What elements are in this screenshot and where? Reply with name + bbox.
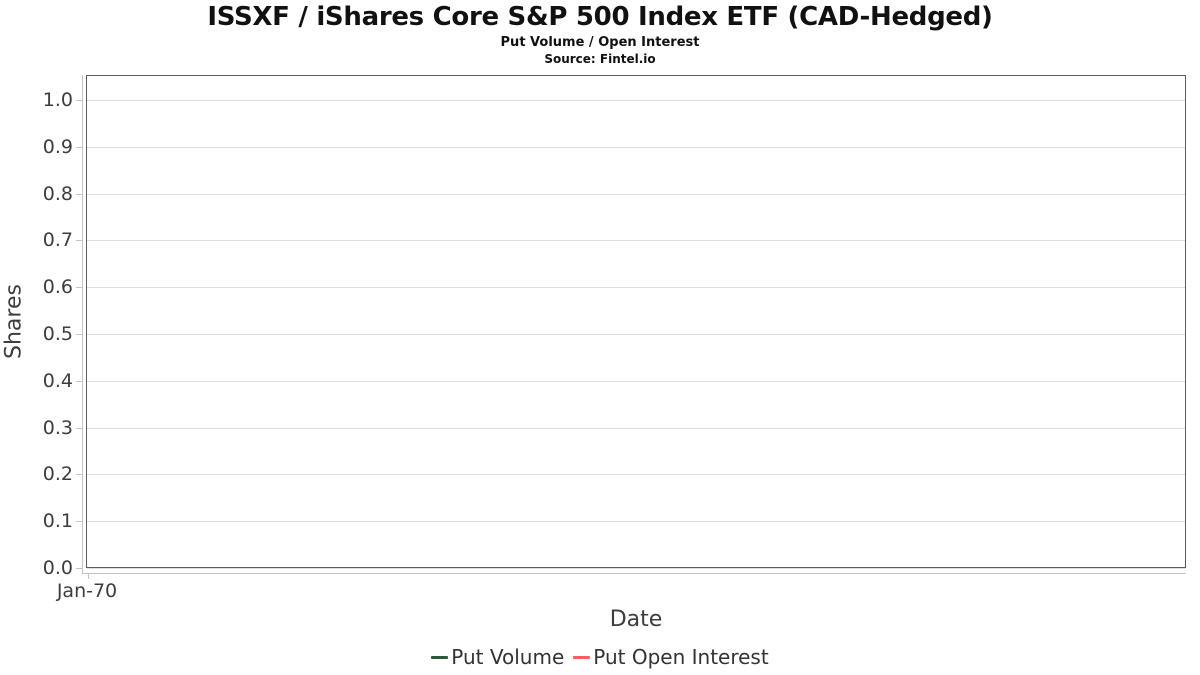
- y-axis-tick-label: 0.7: [42, 229, 73, 251]
- y-axis-tick-label: 0.3: [42, 417, 73, 439]
- gridline: [87, 568, 1185, 569]
- x-axis-tick: [88, 573, 89, 579]
- legend-item-put-open-interest[interactable]: Put Open Interest: [573, 645, 769, 669]
- gridline: [87, 381, 1185, 382]
- legend-item-put-volume[interactable]: Put Volume: [431, 645, 564, 669]
- legend-line-marker: [431, 655, 449, 659]
- x-axis-title: Date: [609, 607, 663, 632]
- legend-line-marker: [573, 655, 591, 659]
- y-axis-tick-label: 0.5: [42, 323, 73, 345]
- gridline: [87, 194, 1185, 195]
- y-axis-tick-label: 0.1: [42, 510, 73, 532]
- y-axis-line: [82, 75, 83, 574]
- plot-area: [86, 75, 1186, 569]
- chart-source: Source: Fintel.io: [544, 52, 656, 66]
- gridline: [87, 334, 1185, 335]
- y-axis-title: Shares: [1, 284, 27, 359]
- x-axis-line: [82, 573, 1186, 574]
- y-axis-tick-label: 0.9: [42, 136, 73, 158]
- gridline: [87, 428, 1185, 429]
- legend-label: Put Volume: [451, 645, 565, 669]
- y-axis-tick: [76, 568, 82, 569]
- chart-subtitle: Put Volume / Open Interest: [500, 35, 700, 50]
- y-axis-tick-label: 1.0: [42, 89, 73, 111]
- y-axis-tick: [76, 381, 82, 382]
- x-axis-tick-label: Jan-70: [56, 580, 118, 602]
- chart-title: ISSXF / iShares Core S&P 500 Index ETF (…: [207, 2, 993, 32]
- y-axis-tick: [76, 194, 82, 195]
- y-axis-tick: [76, 100, 82, 101]
- legend-label: Put Open Interest: [593, 645, 769, 669]
- y-axis-tick: [76, 287, 82, 288]
- y-axis-tick-label: 0.6: [42, 276, 73, 298]
- y-axis-tick: [76, 334, 82, 335]
- gridline: [87, 287, 1185, 288]
- y-axis-tick: [76, 240, 82, 241]
- gridline: [87, 147, 1185, 148]
- y-axis-tick: [76, 521, 82, 522]
- y-axis-tick: [76, 147, 82, 148]
- legend: Put Volume Put Open Interest: [0, 645, 1200, 669]
- y-axis-tick-label: 0.4: [42, 370, 73, 392]
- gridline: [87, 240, 1185, 241]
- gridline: [87, 474, 1185, 475]
- y-axis-tick: [76, 428, 82, 429]
- gridline: [87, 100, 1185, 101]
- y-axis-tick-label: 0.2: [42, 463, 73, 485]
- gridline: [87, 521, 1185, 522]
- y-axis-tick-label: 0.0: [42, 557, 73, 579]
- y-axis-tick: [76, 474, 82, 475]
- y-axis-tick-label: 0.8: [42, 183, 73, 205]
